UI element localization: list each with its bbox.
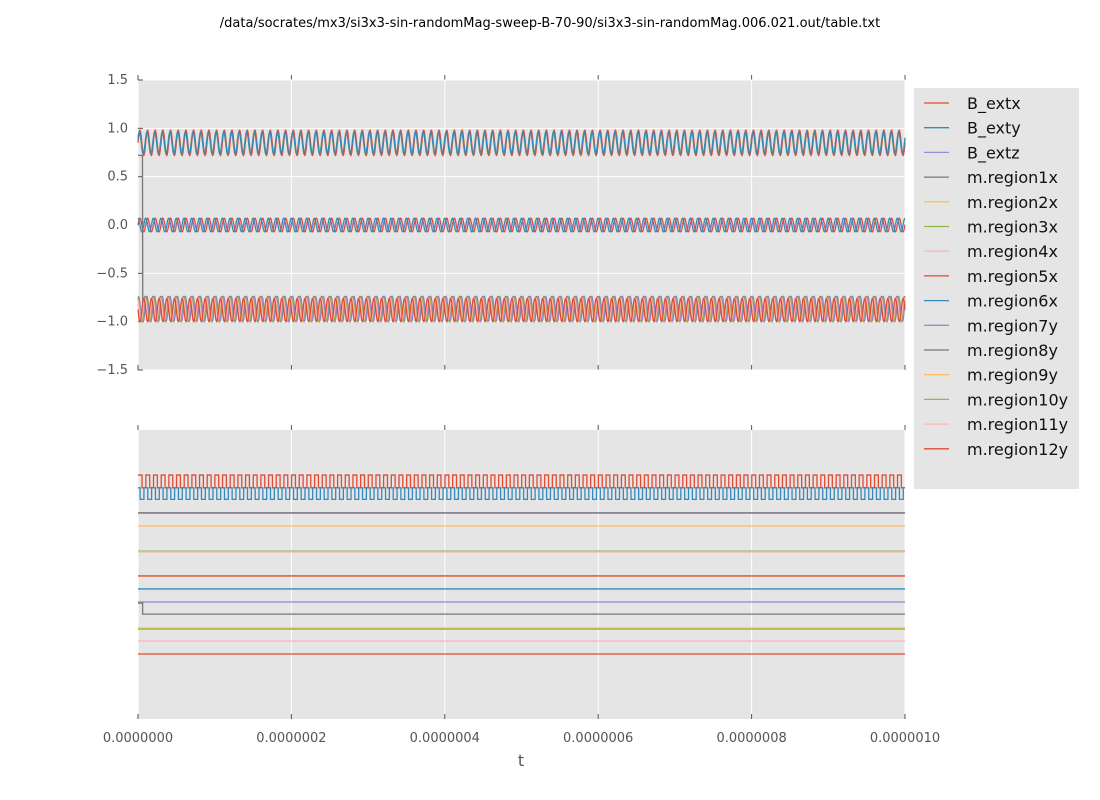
series-line-B_extx bbox=[138, 474, 905, 489]
y-tick-label: −1.5 bbox=[96, 363, 128, 378]
y-tick-label: 1.0 bbox=[107, 121, 128, 136]
x-tick-label: 0.0000008 bbox=[716, 731, 786, 746]
legend-entry: B_exty bbox=[967, 119, 1021, 139]
x-tick-label: 0.0000006 bbox=[563, 731, 633, 746]
series-line-B_exty bbox=[138, 487, 905, 501]
legend-entry: m.region6x bbox=[967, 292, 1058, 311]
legend-entry: m.region12y bbox=[967, 440, 1068, 459]
legend-entry: m.region4x bbox=[967, 242, 1058, 261]
x-tick-label: 0.0000004 bbox=[410, 731, 480, 746]
legend-entry: B_extz bbox=[967, 143, 1020, 163]
x-tick-label: 0.0000002 bbox=[256, 731, 326, 746]
series-line-B_exty bbox=[137, 217, 906, 233]
legend-entry: B_extx bbox=[967, 94, 1021, 114]
legend-entry: m.region2x bbox=[967, 193, 1058, 212]
legend-entry: m.region7y bbox=[967, 316, 1058, 335]
bottom-axes-background bbox=[138, 430, 905, 719]
x-tick-label: 0.0000000 bbox=[103, 731, 173, 746]
series-line-m.region12y bbox=[137, 297, 906, 323]
y-tick-label: −0.5 bbox=[96, 266, 128, 281]
y-tick-label: 0.5 bbox=[107, 170, 128, 185]
y-tick-label: −1.0 bbox=[96, 315, 128, 330]
legend-entry: m.region10y bbox=[967, 390, 1068, 409]
y-tick-label: 1.5 bbox=[107, 73, 128, 88]
legend-entry: m.region5x bbox=[967, 267, 1058, 286]
legend-entry: m.region3x bbox=[967, 218, 1058, 237]
legend-background bbox=[914, 88, 1079, 489]
y-tick-label: 0.0 bbox=[107, 218, 128, 233]
series-line-m.region6x bbox=[137, 131, 906, 155]
figure-title: /data/socrates/mx3/si3x3-sin-randomMag-s… bbox=[220, 16, 880, 31]
legend-entry: m.region9y bbox=[967, 366, 1058, 385]
legend-entry: m.region8y bbox=[967, 341, 1058, 360]
x-axis-label: t bbox=[518, 751, 524, 770]
legend-entry: m.region1x bbox=[967, 168, 1058, 187]
legend: B_extx B_exty B_extz m.region1x m.region2x m.… bbox=[914, 88, 1079, 489]
series-line-m.region8y bbox=[138, 602, 905, 615]
x-tick-label: 0.0000010 bbox=[870, 731, 940, 746]
legend-entry: m.region11y bbox=[967, 415, 1068, 434]
